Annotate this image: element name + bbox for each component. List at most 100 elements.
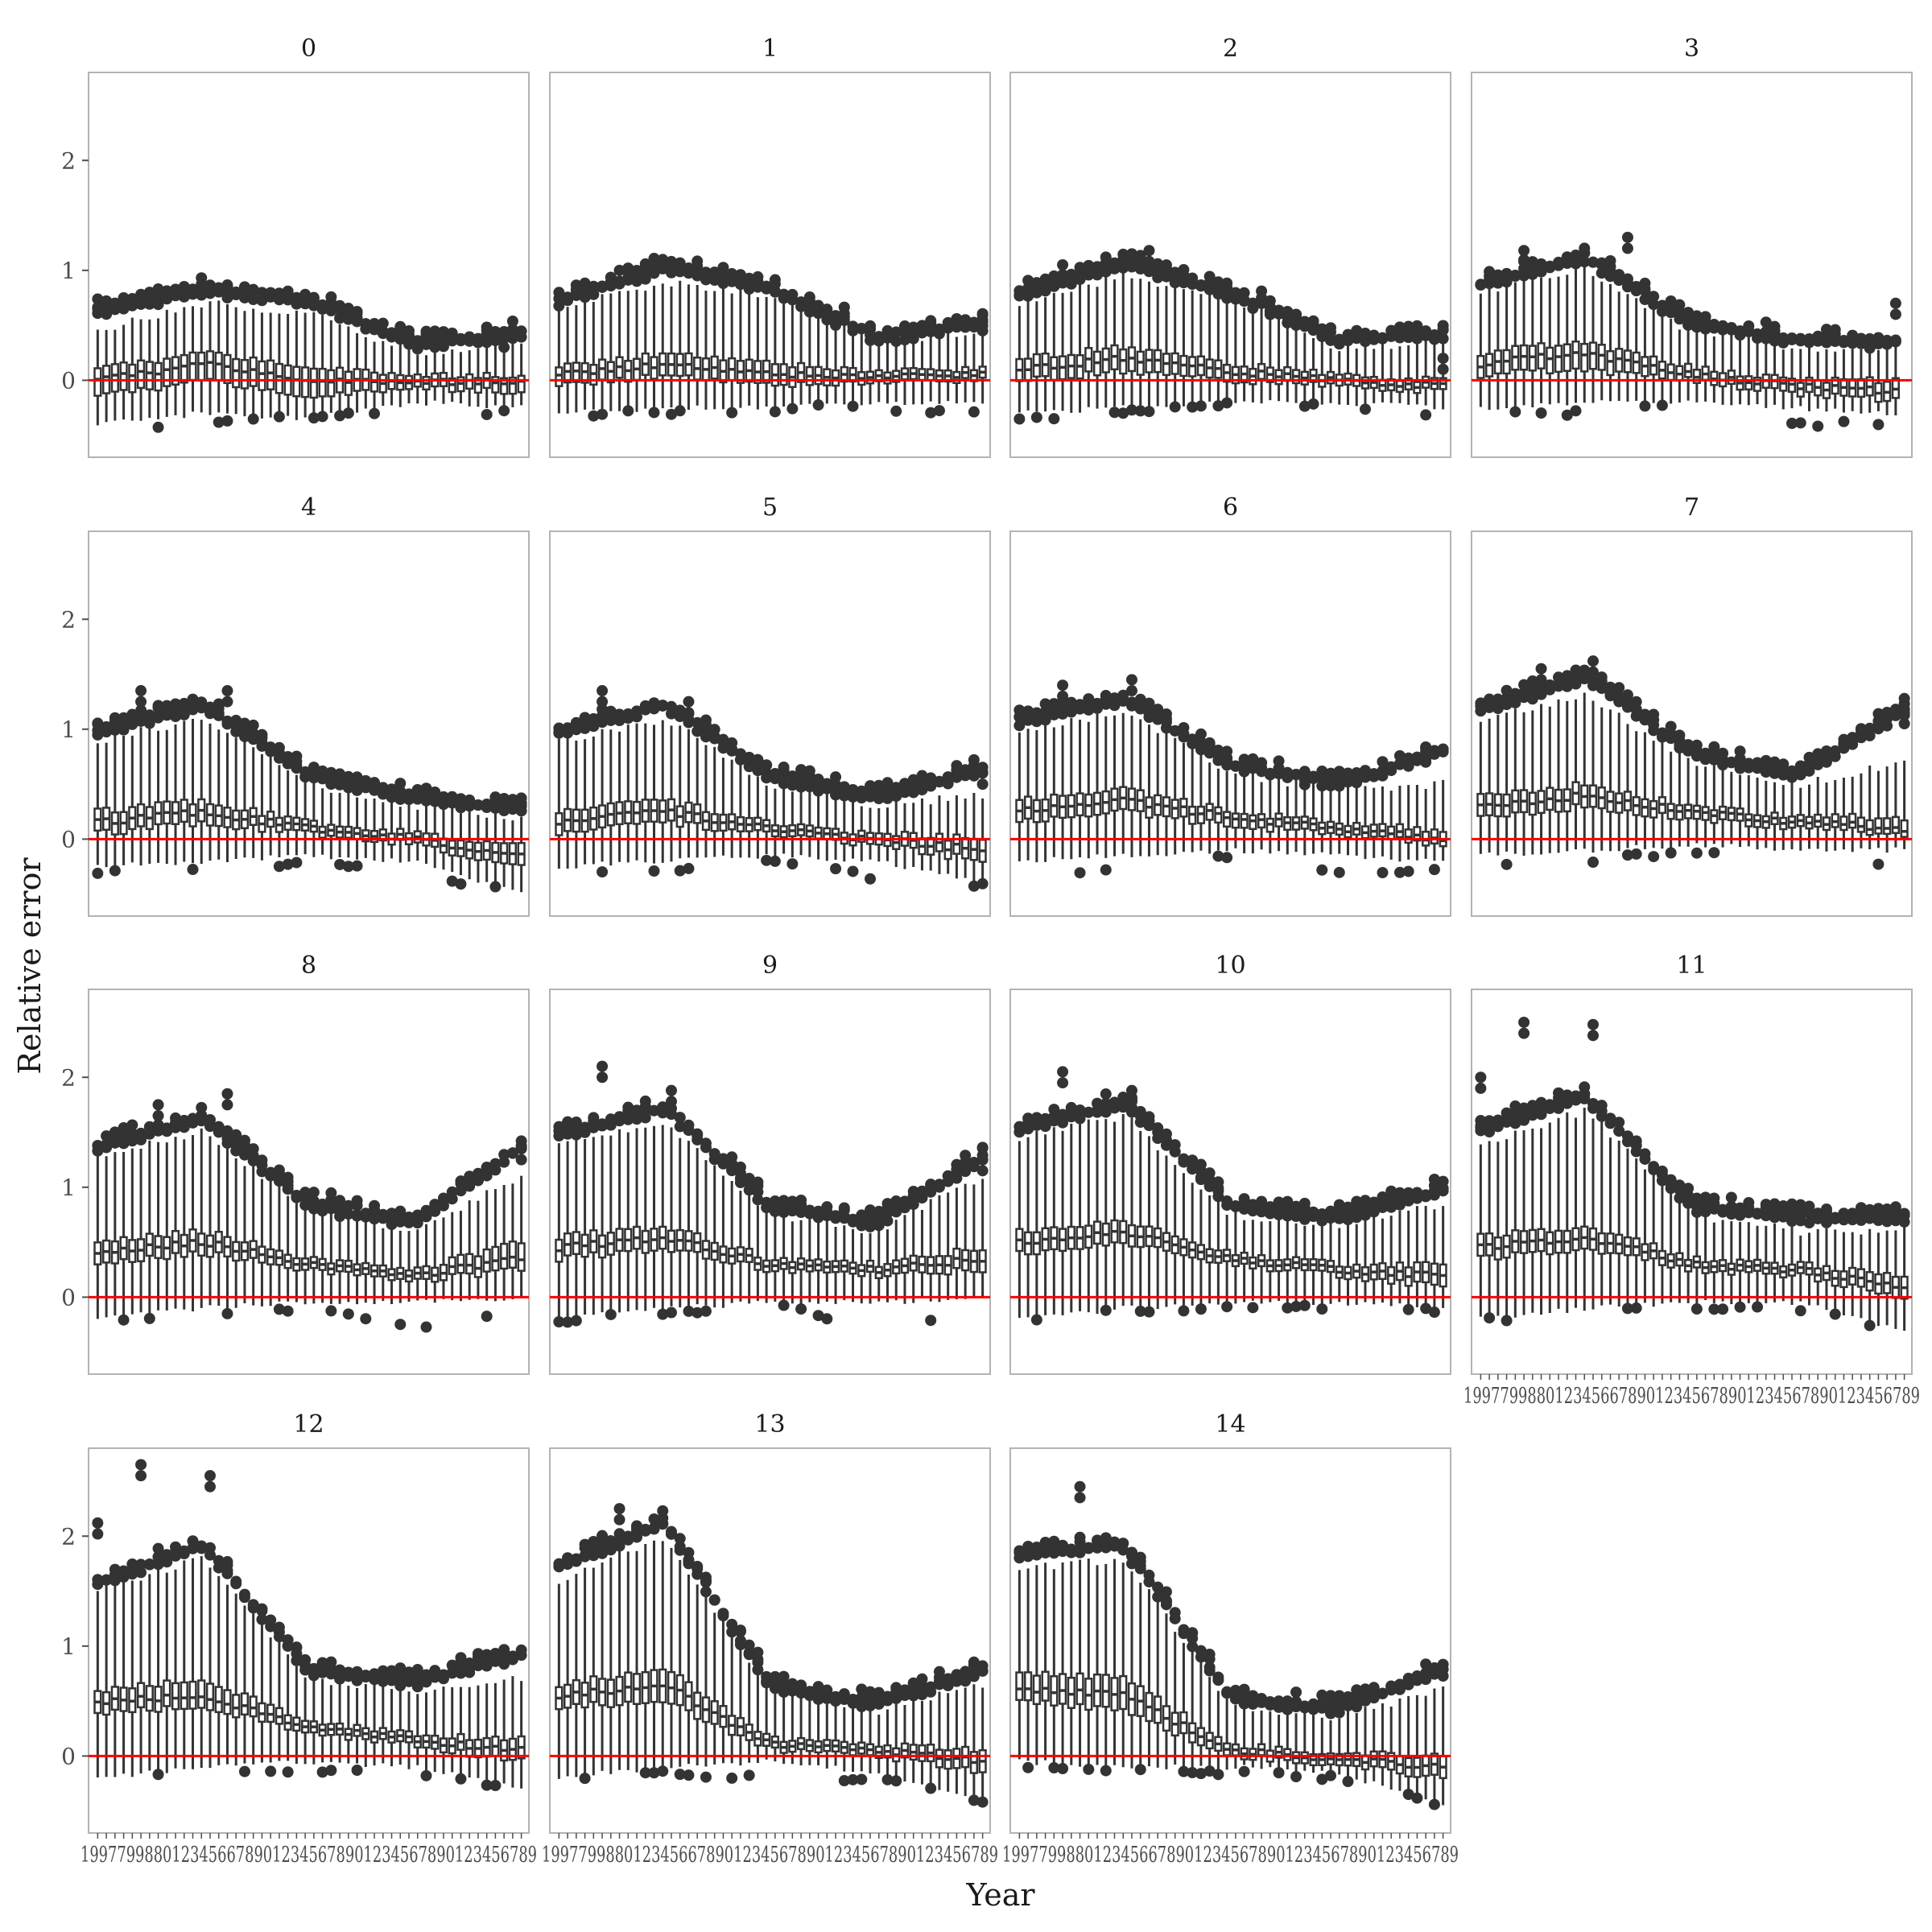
outlier-point — [1108, 257, 1121, 269]
box-0 — [1013, 1121, 1026, 1319]
outlier-point — [657, 1101, 669, 1113]
outlier-point — [221, 696, 233, 708]
outlier-point — [221, 1307, 233, 1319]
outlier-point — [1518, 255, 1530, 267]
outlier-point — [769, 406, 781, 418]
outlier-point — [1333, 333, 1345, 345]
outlier-point — [1596, 671, 1608, 683]
outlier-point — [1734, 1301, 1746, 1313]
box-iqr — [1430, 828, 1439, 845]
outlier-point — [1492, 269, 1504, 281]
outlier-point — [1333, 1199, 1345, 1211]
box-6 — [1526, 1100, 1538, 1313]
outlier-point — [1143, 406, 1155, 418]
box-45 — [481, 1649, 493, 1791]
outlier-point — [161, 285, 173, 297]
outlier-point — [1030, 707, 1042, 719]
box-38 — [881, 324, 894, 404]
box-30 — [1273, 304, 1285, 402]
outlier-point — [838, 301, 850, 313]
outlier-point — [1420, 325, 1432, 337]
outlier-point — [622, 405, 634, 417]
outlier-point — [1420, 409, 1432, 421]
box-16 — [1613, 682, 1625, 852]
box-21 — [1195, 728, 1207, 851]
box-30 — [812, 299, 824, 411]
box-16 — [691, 255, 704, 406]
outlier-point — [118, 303, 130, 315]
outlier-point — [769, 1195, 781, 1207]
outlier-point — [1125, 248, 1137, 260]
box-19 — [717, 1153, 729, 1308]
outlier-point — [464, 794, 476, 806]
outlier-point — [437, 336, 449, 348]
outlier-point — [865, 1204, 877, 1216]
outlier-point — [1178, 721, 1190, 733]
box-40 — [898, 1195, 910, 1304]
outlier-point — [92, 1528, 104, 1540]
outlier-point — [597, 1547, 609, 1559]
outlier-point — [579, 277, 591, 289]
outlier-point — [135, 1127, 147, 1139]
outlier-point — [786, 1195, 799, 1208]
outlier-point — [648, 254, 660, 266]
box-48 — [506, 1147, 518, 1299]
outlier-point — [1203, 1167, 1216, 1179]
box-10 — [178, 280, 190, 419]
box-0 — [553, 722, 565, 869]
box-18 — [1169, 266, 1181, 413]
outlier-point — [1298, 774, 1311, 786]
outlier-point — [1030, 1314, 1042, 1326]
box-12 — [1579, 664, 1591, 849]
outlier-point — [1725, 321, 1737, 333]
outlier-point — [429, 786, 441, 798]
outlier-point — [1613, 269, 1625, 281]
outlier-point — [951, 312, 963, 324]
outlier-point — [916, 1185, 928, 1197]
outlier-point — [1889, 297, 1901, 309]
outlier-point — [916, 320, 928, 332]
outlier-point — [1125, 1084, 1137, 1096]
outlier-point — [1169, 401, 1181, 413]
outlier-point — [976, 1141, 989, 1154]
outlier-point — [1872, 419, 1885, 431]
outlier-point — [1639, 708, 1651, 720]
outlier-point — [1630, 848, 1642, 860]
outlier-point — [152, 1542, 164, 1554]
outlier-point — [1561, 409, 1573, 421]
box-17 — [700, 266, 712, 410]
outlier-point — [455, 793, 467, 805]
box-iqr — [1874, 817, 1883, 835]
outlier-point — [648, 407, 660, 419]
box-49 — [976, 1141, 989, 1298]
outlier-point — [506, 1147, 518, 1159]
box-iqr — [240, 1692, 250, 1716]
outlier-point — [1648, 708, 1660, 720]
outlier-point — [1273, 304, 1285, 316]
outlier-point — [778, 1299, 790, 1311]
outlier-point — [334, 299, 346, 312]
outlier-point — [1656, 299, 1668, 312]
box-39 — [1351, 1195, 1363, 1305]
outlier-point — [821, 1313, 833, 1325]
box-14 — [213, 698, 225, 860]
outlier-point — [1855, 332, 1867, 345]
box-2 — [1492, 269, 1504, 410]
box-11 — [187, 1535, 199, 1769]
outlier-point — [170, 283, 182, 295]
outlier-point — [481, 799, 493, 811]
outlier-point — [597, 1538, 609, 1550]
outlier-point — [1134, 1105, 1146, 1117]
outlier-point — [1535, 682, 1547, 694]
outlier-point — [1587, 1018, 1599, 1030]
box-18 — [708, 266, 720, 410]
outlier-point — [1630, 696, 1642, 708]
outlier-point — [691, 255, 704, 267]
outlier-point — [1065, 278, 1077, 290]
outlier-point — [743, 283, 755, 295]
outlier-point — [437, 1193, 449, 1205]
box-7 — [613, 1111, 625, 1313]
panel-border — [1009, 989, 1451, 1375]
outlier-point — [916, 770, 928, 782]
outlier-point — [1509, 1117, 1521, 1129]
